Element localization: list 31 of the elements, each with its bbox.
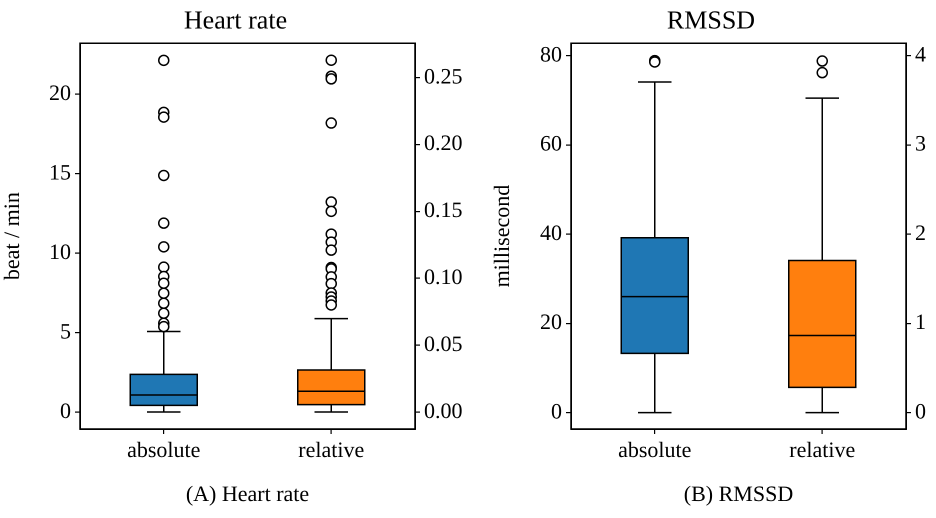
y-tick-label: 15 [49, 159, 71, 184]
y-tick-label: 5 [60, 318, 71, 344]
x-tick-label: relative [298, 436, 364, 462]
y-tick-label: 0 [60, 398, 71, 423]
x-tick-label: relative [789, 436, 856, 462]
y2-tick-label: 1 [915, 309, 926, 334]
x-tick-label: absolute [127, 436, 200, 462]
y-tick-label: 60 [540, 130, 562, 156]
x-tick-label: absolute [618, 436, 692, 462]
y-tick-label: 40 [540, 220, 562, 245]
y2-tick-label: 0.05 [424, 330, 462, 356]
y2-tick-label: 3 [915, 130, 926, 156]
y2-tick-label: 0.00 [424, 398, 462, 423]
y-axis-title: millisecond [488, 184, 514, 288]
text: (B) RMSSD [684, 481, 794, 507]
y-tick-label: 20 [540, 309, 562, 334]
y2-tick-label: 0.10 [424, 264, 462, 290]
y2-tick-label: 0 [915, 398, 926, 424]
y-tick-label: 0 [551, 398, 562, 424]
y-tick-label: 80 [540, 41, 562, 66]
y2-tick-label: 0.25 [424, 63, 462, 88]
y2-tick-label: 0.20 [424, 130, 462, 156]
chart-title: RMSSD [666, 5, 756, 34]
y2-tick-label: 4 [915, 41, 926, 66]
y-axis-title: beat / min [0, 192, 24, 280]
y2-tick-label: 2 [915, 220, 926, 245]
y2-tick-label: 0.15 [424, 197, 462, 222]
text: (A) Heart rate [186, 481, 310, 507]
y-tick-label: 20 [49, 80, 71, 105]
chart-title: Heart rate [184, 5, 288, 34]
y-tick-label: 10 [49, 238, 71, 264]
